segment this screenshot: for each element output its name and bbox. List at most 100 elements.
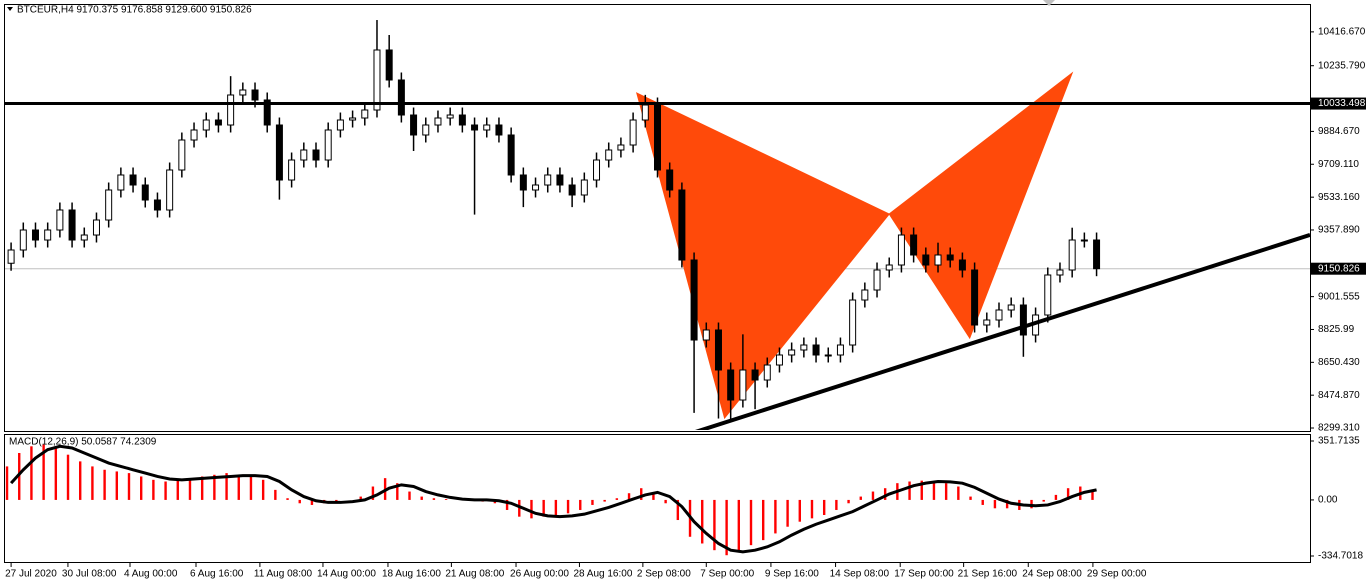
y-tick-label: 0.00 [1318, 495, 1338, 506]
candle-body [1007, 304, 1015, 311]
y-tick-label: 8650.430 [1318, 357, 1360, 368]
x-tick-label: 14 Aug 00:00 [317, 569, 376, 580]
candle-body [971, 269, 979, 326]
x-tick-label: 11 Aug 08:00 [254, 569, 313, 580]
candle-body [580, 179, 588, 196]
y-tick-label: -334.7018 [1318, 551, 1363, 562]
candle-body [983, 319, 991, 326]
candle-body [617, 144, 625, 151]
candle-body [68, 209, 76, 241]
candle-body [214, 119, 222, 126]
candle-body [812, 344, 820, 356]
candle-body [1080, 239, 1088, 242]
candle-body [800, 344, 808, 351]
x-tick-label: 18 Aug 16:00 [382, 569, 441, 580]
menu-arrow[interactable] [7, 7, 13, 11]
candle-body [227, 94, 235, 126]
candle-body [629, 119, 637, 146]
candle-body [202, 119, 210, 131]
candle-body [434, 117, 442, 126]
y-tick-label: 8825.99 [1318, 324, 1355, 335]
candle-body [934, 254, 942, 266]
y-tick-label: 9533.160 [1318, 192, 1360, 203]
candle-body [397, 79, 405, 116]
candle-body [836, 344, 844, 356]
candle-body [946, 254, 954, 261]
candle-body [105, 189, 113, 221]
trend-line [695, 233, 1310, 430]
candle-body [178, 139, 186, 171]
candle-body [92, 219, 100, 236]
y-tick-label: 9357.890 [1318, 225, 1360, 236]
candle-body [654, 104, 661, 171]
macd-plot [5, 444, 1097, 556]
x-tick-label: 27 Jul 2020 [5, 569, 57, 580]
x-tick-label: 4 Aug 00:00 [124, 569, 178, 580]
candle-body [44, 229, 52, 241]
y-tick-label: 10416.670 [1318, 27, 1366, 38]
candle-body [605, 149, 613, 161]
candle-body [1044, 274, 1052, 316]
axes: 10416.670 10235.790 9884.670 9709.110 9533.1… [5, 27, 1366, 580]
candle-body [995, 309, 1003, 321]
x-tick-label: 26 Aug 00:00 [510, 569, 569, 580]
candle-body [153, 199, 161, 211]
candle-body [373, 49, 381, 111]
candle-body [31, 229, 39, 241]
candle-body [239, 89, 247, 96]
y-tick-label: 9001.555 [1318, 291, 1360, 302]
candle-body [300, 149, 308, 161]
x-tick-label: 6 Aug 16:00 [190, 569, 244, 580]
candle-body [763, 364, 771, 381]
price-label: 9150.826 [1318, 263, 1360, 274]
signal-line [9, 444, 1097, 554]
shift-marker[interactable] [1043, 0, 1055, 6]
candle-body [1068, 239, 1076, 271]
candle-body [80, 234, 88, 241]
candle-body [117, 174, 125, 191]
macd-panel-frame [4, 434, 1311, 563]
macd-header: MACD(12,26,9) 50.0587 74.2309 [9, 437, 157, 448]
candle-body [824, 354, 832, 357]
price-label-box [1311, 262, 1366, 275]
candle-body [288, 159, 296, 181]
candle-body [471, 124, 479, 131]
candle-body [410, 114, 418, 136]
candle-body [568, 184, 576, 196]
chart-header: BTCEUR,H4 9170.375 9176.858 9129.600 915… [17, 5, 252, 16]
candle-body [739, 369, 747, 401]
candle-body [7, 249, 15, 264]
candle-body [849, 299, 857, 346]
candle-body [1093, 239, 1101, 270]
candle-body [129, 174, 137, 186]
candle-body [885, 264, 893, 271]
candle-body [251, 89, 259, 101]
x-tick-label: 29 Sep 00:00 [1087, 569, 1147, 580]
candle-body [495, 124, 503, 136]
harmonic-pattern [888, 71, 1074, 340]
y-tick-label: 9709.110 [1318, 159, 1359, 170]
candle-body [690, 259, 698, 341]
candle-body [751, 369, 759, 381]
candle-body [458, 114, 466, 126]
candle-body [714, 329, 722, 371]
candle-body [544, 174, 552, 186]
candle-body [666, 169, 674, 191]
candle-body [483, 124, 491, 131]
candle-body [593, 159, 601, 181]
x-tick-label: 30 Jul 08:00 [62, 569, 117, 580]
candle-body [324, 129, 332, 161]
candle-body [507, 134, 515, 176]
x-tick-label: 28 Aug 16:00 [573, 569, 632, 580]
candle-body [385, 49, 393, 81]
x-tick-label: 7 Sep 00:00 [700, 569, 754, 580]
candle-body [141, 184, 149, 201]
candle-body [19, 229, 27, 251]
x-tick-label: 21 Aug 08:00 [445, 569, 504, 580]
candle-body [678, 189, 686, 261]
candle-body [958, 259, 966, 271]
price-label: 10033.498 [1318, 98, 1366, 109]
candle-body [1056, 269, 1064, 276]
